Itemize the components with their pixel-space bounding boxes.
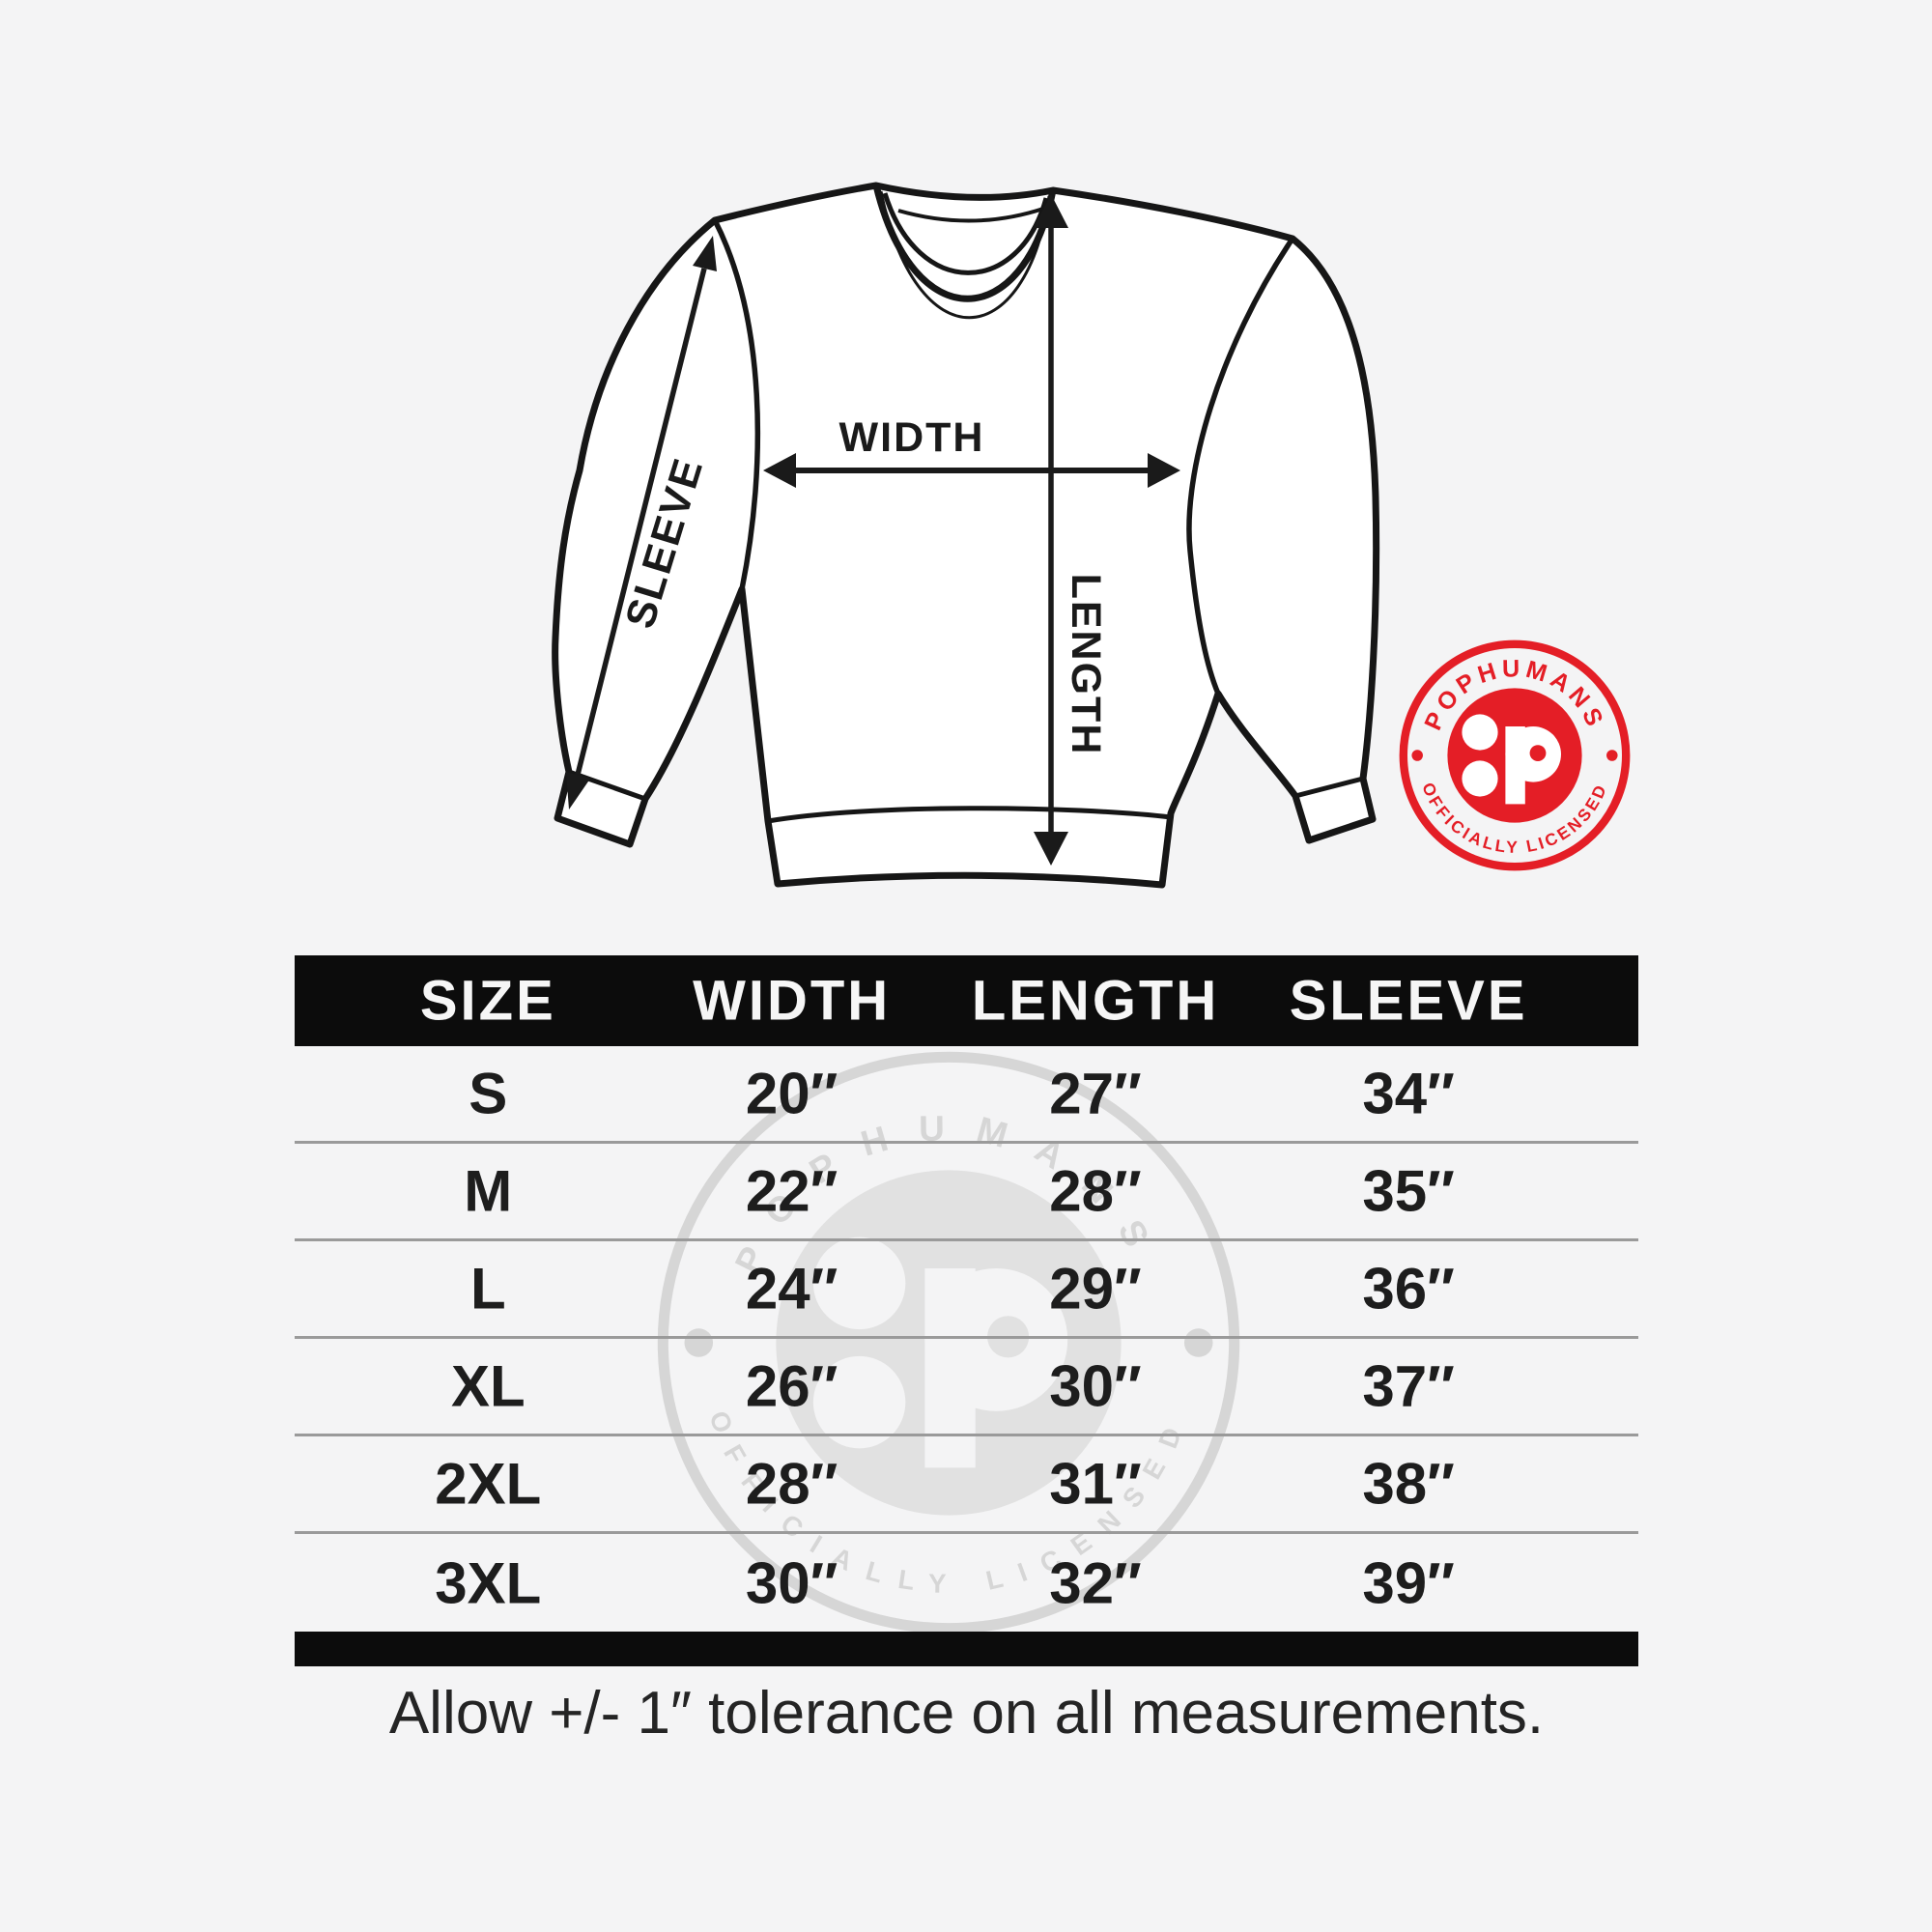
size-value: M xyxy=(464,1158,513,1224)
sleeve-value: 38″ xyxy=(1362,1451,1455,1517)
length-value: 30″ xyxy=(1049,1353,1142,1419)
table-bottom-bar xyxy=(295,1632,1638,1666)
licensed-badge xyxy=(1403,643,1627,867)
length-label: LENGTH xyxy=(1063,574,1109,756)
table-row-s: S 20″ 27″ 34″ xyxy=(295,1046,1638,1144)
width-value: 30″ xyxy=(745,1550,838,1615)
col-header-width: WIDTH xyxy=(693,969,892,1033)
left-sleeve-seam xyxy=(712,218,761,590)
right-cuff-line xyxy=(1294,776,1364,799)
col-header-sleeve: SLEEVE xyxy=(1289,969,1528,1033)
size-value: L xyxy=(469,1256,506,1321)
table-row-xl: XL 26″ 30″ 37″ xyxy=(295,1339,1638,1436)
length-value: 32″ xyxy=(1049,1550,1142,1615)
width-value: 28″ xyxy=(745,1451,838,1517)
size-chart-header: SIZE WIDTH LENGTH SLEEVE xyxy=(295,955,1638,1046)
sleeve-value: 36″ xyxy=(1362,1256,1455,1321)
width-value: 22″ xyxy=(745,1158,838,1224)
table-row-3xl: 3XL 30″ 32″ 39″ xyxy=(295,1534,1638,1632)
sleeve-value: 39″ xyxy=(1362,1550,1455,1615)
garment-silhouette xyxy=(552,182,1380,889)
right-sleeve-seam xyxy=(1186,237,1295,696)
collar xyxy=(872,185,1057,320)
width-label: WIDTH xyxy=(839,414,985,461)
sleeve-value: 34″ xyxy=(1362,1061,1455,1126)
length-arrow xyxy=(1034,194,1068,866)
length-value: 28″ xyxy=(1049,1158,1142,1224)
hem-band-line xyxy=(767,806,1172,824)
width-value: 20″ xyxy=(745,1061,838,1126)
sleeve-value: 35″ xyxy=(1362,1158,1455,1224)
garment-drawing xyxy=(552,182,1380,889)
sleeve-arrow xyxy=(566,236,717,810)
tolerance-note: Allow +/- 1″ tolerance on all measuremen… xyxy=(388,1680,1545,1747)
width-value: 26″ xyxy=(745,1353,838,1419)
length-value: 29″ xyxy=(1049,1256,1142,1321)
size-value: 3XL xyxy=(435,1550,542,1615)
length-value: 31″ xyxy=(1049,1451,1142,1517)
table-row-m: M 22″ 28″ 35″ xyxy=(295,1144,1638,1241)
size-value: 2XL xyxy=(435,1451,542,1517)
size-chart-table: SIZE WIDTH LENGTH SLEEVE S 20″ 27″ 34″ M… xyxy=(295,955,1638,1666)
size-value: XL xyxy=(450,1353,526,1419)
table-row-2xl: 2XL 28″ 31″ 38″ xyxy=(295,1436,1638,1534)
width-value: 24″ xyxy=(745,1256,838,1321)
length-value: 27″ xyxy=(1049,1061,1142,1126)
width-arrow xyxy=(763,453,1180,488)
table-row-l: L 24″ 29″ 36″ xyxy=(295,1241,1638,1339)
size-value: S xyxy=(469,1061,508,1126)
col-header-length: LENGTH xyxy=(971,969,1220,1033)
sleeve-value: 37″ xyxy=(1362,1353,1455,1419)
col-header-size: SIZE xyxy=(419,969,556,1033)
